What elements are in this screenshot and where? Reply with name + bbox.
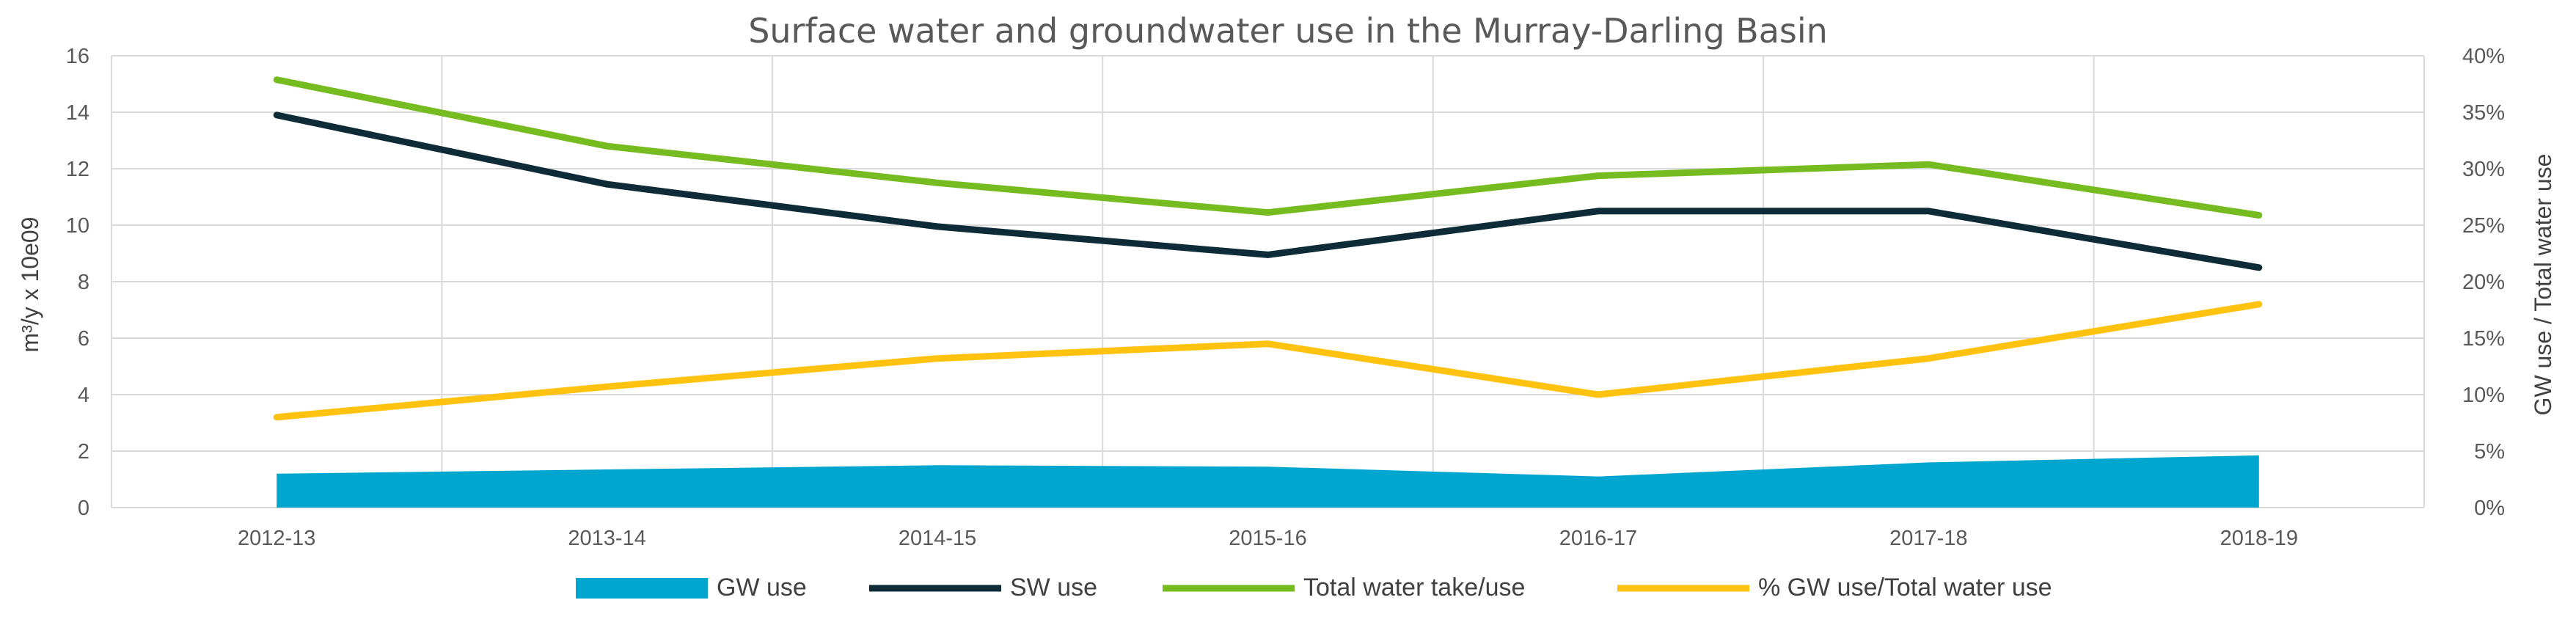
series-area-gw-use <box>277 455 2259 508</box>
x-tick-label: 2012-13 <box>238 527 315 550</box>
series-line-total-water-take-use <box>273 76 2263 219</box>
y2-tick-label: 40% <box>2462 45 2505 68</box>
y-tick-label: 2 <box>78 440 89 464</box>
y2-tick-label: 10% <box>2462 384 2505 407</box>
y2-tick-label: 35% <box>2462 101 2505 125</box>
y-tick-label: 10 <box>66 214 89 238</box>
x-tick-label: 2016-17 <box>1559 527 1637 550</box>
x-tick-label: 2015-16 <box>1229 527 1306 550</box>
y-tick-label: 6 <box>78 327 89 351</box>
y-tick-label: 8 <box>78 271 89 294</box>
y2-tick-label: 5% <box>2474 440 2505 464</box>
x-tick-label: 2018-19 <box>2220 527 2298 550</box>
legend-swatch <box>576 578 708 599</box>
legend-label: SW use <box>1010 574 1097 601</box>
x-tick-label: 2017-18 <box>1889 527 1967 550</box>
series-line-sw-use <box>273 111 2263 271</box>
chart-title: Surface water and groundwater use in the… <box>748 11 1828 51</box>
y-tick-label: 4 <box>78 384 89 407</box>
y-tick-label: 12 <box>66 158 89 181</box>
x-tick-label: 2013-14 <box>568 527 645 550</box>
y-tick-label: 14 <box>66 101 89 125</box>
series-line-gw-use-total-water-use <box>273 301 2263 421</box>
y2-tick-label: 30% <box>2462 158 2505 181</box>
y-tick-label: 0 <box>78 497 89 520</box>
y2-axis-title: GW use / Total water use <box>2530 154 2556 416</box>
y2-tick-label: 0% <box>2474 497 2505 520</box>
y2-tick-label: 20% <box>2462 271 2505 294</box>
y-tick-label: 16 <box>66 45 89 68</box>
legend-label: Total water take/use <box>1303 574 1525 601</box>
legend: GW use SW use Total water take/use % GW use… <box>576 574 2052 601</box>
legend-label: GW use <box>717 574 807 601</box>
y2-tick-label: 25% <box>2462 214 2505 238</box>
series-layer <box>273 76 2263 508</box>
y-axis-title: m³/y x 10e09 <box>17 217 43 353</box>
x-tick-label: 2014-15 <box>899 527 976 550</box>
y2-tick-label: 15% <box>2462 327 2505 351</box>
legend-label: % GW use/Total water use <box>1758 574 2052 601</box>
gridlines <box>111 55 2425 508</box>
tick-labels: 0 0%2 5%4 10%6 15%8 20%10 25%12 30%14 35%16 40%20… <box>66 45 2505 550</box>
